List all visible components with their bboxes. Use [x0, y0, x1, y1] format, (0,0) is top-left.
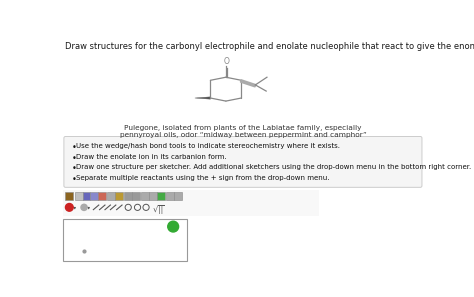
Bar: [141, 192, 149, 200]
Text: Draw the enolate ion in its carbanion form.: Draw the enolate ion in its carbanion fo…: [76, 154, 227, 160]
Bar: [98, 192, 106, 200]
Bar: [107, 192, 115, 200]
Bar: [174, 192, 182, 200]
Text: •: •: [72, 143, 76, 152]
Text: Use the wedge/hash bond tools to indicate stereochemistry where it exists.: Use the wedge/hash bond tools to indicat…: [76, 143, 340, 149]
Text: Separate multiple reactants using the + sign from the drop-down menu.: Separate multiple reactants using the + …: [76, 175, 330, 181]
Circle shape: [81, 204, 87, 211]
Bar: [132, 192, 140, 200]
Text: Pulegone, isolated from plants of the Labiatae family, especially: Pulegone, isolated from plants of the La…: [124, 125, 362, 131]
Bar: [157, 192, 164, 200]
Bar: [63, 190, 319, 216]
Bar: [166, 192, 174, 200]
Text: •: •: [72, 164, 76, 173]
Polygon shape: [195, 97, 210, 99]
Text: •: •: [72, 175, 76, 184]
Circle shape: [65, 203, 73, 211]
Bar: [63, 219, 187, 261]
FancyBboxPatch shape: [64, 137, 422, 187]
Bar: [90, 192, 98, 200]
Bar: [65, 192, 73, 200]
Bar: [115, 192, 123, 200]
Bar: [75, 192, 82, 200]
Text: Draw one structure per sketcher. Add additional sketchers using the drop-down me: Draw one structure per sketcher. Add add…: [76, 164, 472, 170]
Text: ||: ||: [158, 205, 164, 214]
Text: $\sqrt{\ }$: $\sqrt{\ }$: [152, 204, 164, 215]
Bar: [149, 192, 157, 200]
Text: O: O: [224, 57, 229, 66]
Text: pennyroyal oils, odor “midway between peppermint and camphor”: pennyroyal oils, odor “midway between pe…: [119, 132, 366, 138]
Bar: [82, 192, 90, 200]
Bar: [124, 192, 132, 200]
Text: •: •: [72, 154, 76, 163]
Circle shape: [168, 221, 179, 232]
Text: Draw structures for the carbonyl electrophile and enolate nucleophile that react: Draw structures for the carbonyl electro…: [65, 42, 474, 51]
